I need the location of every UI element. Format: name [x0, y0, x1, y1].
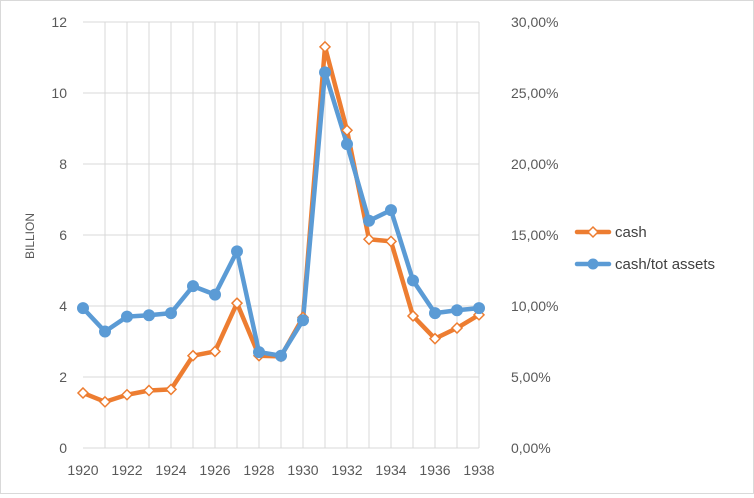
x-axis-ticks: 1920 1922 1924 1926 1928 1930 1932 1934 1936 1938 [67, 462, 494, 478]
cash-data-point [384, 235, 398, 248]
cash-data-point [164, 383, 178, 396]
cash-ratio-data-point [429, 307, 441, 320]
cash-ratio-data-point [275, 349, 287, 362]
series-group [76, 40, 486, 408]
cash-ratio-data-point [143, 309, 155, 322]
y-tick-label: 0 [59, 440, 67, 456]
cash-ratio-data-point [209, 288, 221, 301]
cash-ratio-data-point [187, 280, 199, 293]
y-tick-label: 10 [51, 85, 67, 101]
y2-tick-label: 20,00% [511, 156, 558, 172]
x-tick-label: 1928 [243, 462, 274, 478]
cash-data-point [186, 349, 200, 362]
legend: cash cash/tot assets [574, 224, 715, 273]
cash-ratio-data-point [341, 138, 353, 151]
x-tick-label: 1922 [111, 462, 142, 478]
cash-data-point [120, 388, 134, 401]
cash-ratio-data-point [319, 66, 331, 79]
cash-ratio-data-point [363, 214, 375, 227]
cash-data-point [208, 345, 222, 358]
cash-ratio-data-point [121, 310, 133, 323]
y2-tick-label: 10,00% [511, 298, 558, 314]
x-tick-label: 1926 [199, 462, 230, 478]
cash-data-point [340, 124, 354, 137]
y-tick-label: 12 [51, 14, 67, 30]
y2-tick-label: 15,00% [511, 227, 558, 243]
cash-ratio-data-point [231, 245, 243, 258]
y2-tick-label: 5,00% [511, 369, 551, 385]
cash-ratio-data-point [99, 325, 111, 338]
y2-tick-label: 0,00% [511, 440, 551, 456]
gridlines [83, 21, 480, 448]
y2-tick-label: 30,00% [511, 14, 558, 30]
cash-data-point [362, 233, 376, 246]
x-tick-label: 1930 [287, 462, 318, 478]
y-tick-label: 6 [59, 227, 67, 243]
right-axis-ticks: 0,00% 5,00% 10,00% 15,00% 20,00% 25,00% 30,00% [511, 14, 558, 456]
legend-label-cash: cash [615, 224, 647, 241]
cash-ratio-data-point [451, 304, 463, 317]
cash-data-point [230, 297, 244, 310]
x-tick-label: 1920 [67, 462, 98, 478]
cash-ratio-data-point [165, 307, 177, 320]
legend-label-cash-ratio: cash/tot assets [615, 256, 715, 273]
cash-ratio-data-point [473, 302, 485, 315]
legend-marker [586, 225, 600, 239]
y-tick-label: 8 [59, 156, 67, 172]
x-tick-label: 1936 [419, 462, 450, 478]
cash-data-point [98, 395, 112, 408]
cash-data-point [76, 386, 90, 400]
y-tick-label: 4 [59, 298, 67, 314]
left-axis-ticks: 0 2 4 6 8 10 12 [51, 14, 67, 456]
cash-data-point [318, 40, 332, 53]
cash-data-point [450, 321, 464, 335]
cash-data-point [406, 309, 420, 323]
x-tick-label: 1934 [375, 462, 406, 478]
cash-ratio-data-point [385, 204, 397, 217]
cash-ratio-data-point [77, 302, 89, 315]
cash-data-point [142, 384, 156, 397]
legend-marker [587, 258, 599, 270]
x-tick-label: 1932 [331, 462, 362, 478]
cash-ratio-data-point [253, 346, 265, 359]
y-tick-label: 2 [59, 369, 67, 385]
y2-tick-label: 25,00% [511, 85, 558, 101]
x-tick-label: 1938 [463, 462, 494, 478]
x-tick-label: 1924 [155, 462, 186, 478]
y-axis-title: BILLION [23, 213, 37, 259]
cash-ratio-data-point [297, 314, 309, 327]
cash-data-point [428, 332, 442, 345]
cash-ratio-data-point [407, 274, 419, 287]
